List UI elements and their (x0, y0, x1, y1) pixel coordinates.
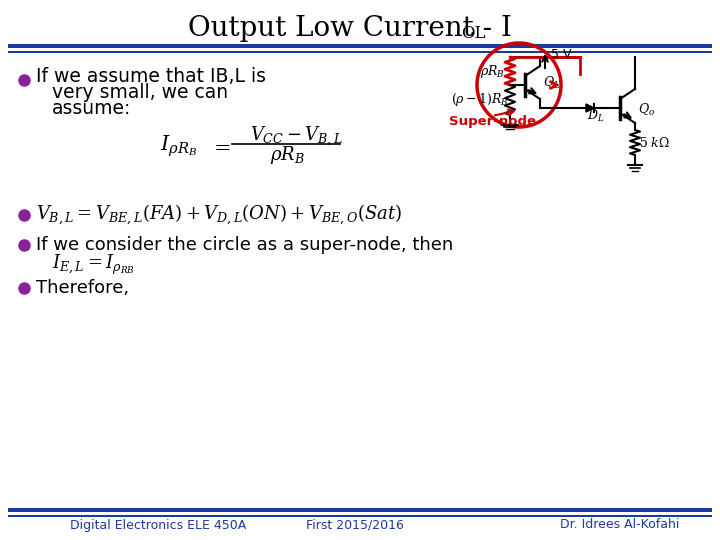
Bar (8, 508, 712, 512)
Text: If we consider the circle as a super-node, then: If we consider the circle as a super-nod… (36, 236, 454, 254)
Text: Therefore,: Therefore, (36, 279, 129, 297)
Bar (8, 44, 712, 48)
Text: $D_L$: $D_L$ (587, 108, 605, 124)
Text: $V_{CC}-V_{B,L}$: $V_{CC}-V_{B,L}$ (250, 124, 343, 147)
Text: Dr. Idrees Al-Kofahi: Dr. Idrees Al-Kofahi (560, 518, 680, 531)
Text: $V_{B,L} = V_{BE,L}(FA) + V_{D,L}(ON) + V_{BE,O}(Sat)$: $V_{B,L} = V_{BE,L}(FA) + V_{D,L}(ON) + … (36, 203, 402, 227)
Text: Super-node: Super-node (449, 116, 536, 129)
Text: $=$: $=$ (210, 136, 231, 156)
Bar (8, 515, 712, 517)
Text: Output Low Current - I: Output Low Current - I (188, 15, 512, 42)
Text: $Q_L$: $Q_L$ (543, 75, 561, 91)
Text: First 2015/2016: First 2015/2016 (306, 518, 404, 531)
Text: $I_{E,L} = I_{\rho_{RB}}$: $I_{E,L} = I_{\rho_{RB}}$ (52, 253, 135, 277)
Text: $\rho R_B$: $\rho R_B$ (480, 63, 505, 79)
Text: $\rho R_B$: $\rho R_B$ (270, 144, 305, 166)
Text: OL: OL (461, 25, 485, 43)
Text: Digital Electronics ELE 450A: Digital Electronics ELE 450A (70, 518, 246, 531)
Text: very small, we can: very small, we can (52, 84, 228, 103)
Text: If we assume that IB,L is: If we assume that IB,L is (36, 68, 266, 86)
Text: $(\rho-1)R_B$: $(\rho-1)R_B$ (451, 91, 509, 109)
Text: 5 V: 5 V (551, 48, 572, 60)
Polygon shape (586, 104, 594, 112)
Text: assume:: assume: (52, 99, 131, 118)
Bar (8, 51, 712, 53)
Text: $Q_o$: $Q_o$ (638, 102, 655, 118)
Text: $I_{\rho R_B}$: $I_{\rho R_B}$ (160, 133, 197, 159)
Text: $5\ k\Omega$: $5\ k\Omega$ (639, 136, 670, 150)
